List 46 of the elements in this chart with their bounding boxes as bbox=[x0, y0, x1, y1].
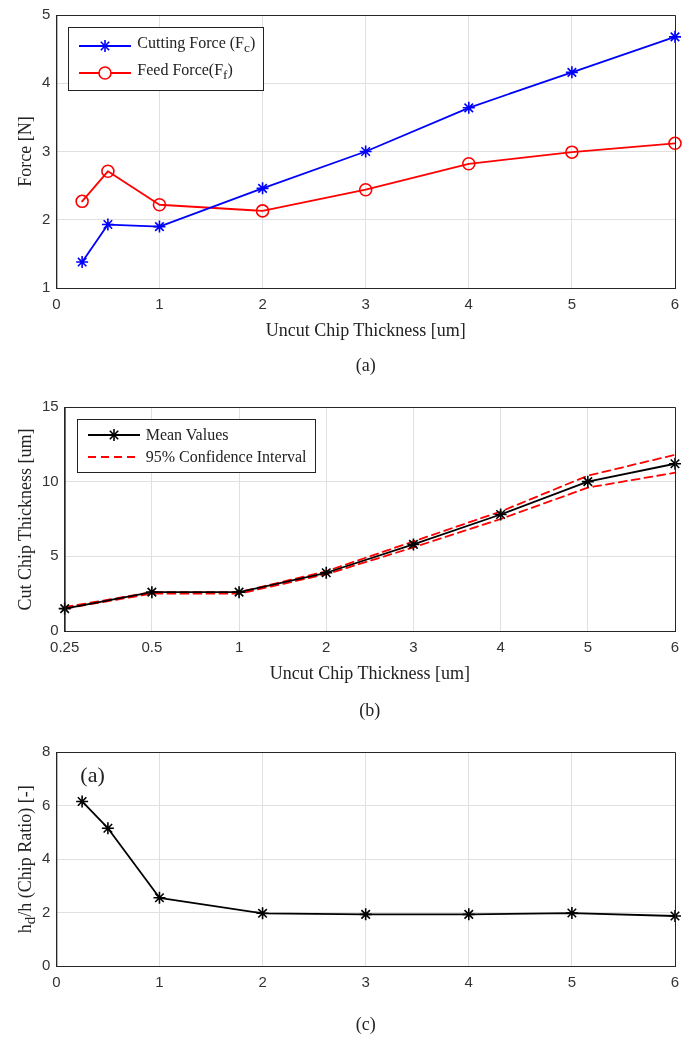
x-tick-label: 1 bbox=[234, 638, 244, 656]
y-tick-label: 4 bbox=[42, 73, 51, 91]
x-tick-label: 6 bbox=[670, 638, 680, 656]
y-tick-label: 10 bbox=[42, 471, 59, 489]
x-tick-label: 1 bbox=[155, 295, 164, 313]
x-tick-label: 6 bbox=[670, 295, 680, 313]
x-tick-label: 2 bbox=[258, 295, 267, 313]
y-tick-label: 5 bbox=[50, 546, 59, 564]
y-axis-title: Force [N] bbox=[14, 116, 36, 187]
y-tick-label: 6 bbox=[42, 795, 51, 813]
y-tick-label: 2 bbox=[42, 209, 51, 227]
text: (a) bbox=[355, 355, 376, 376]
legend-label: Cutting Force (F$_{c}$) bbox=[137, 33, 256, 58]
y-tick-label: 5 bbox=[42, 5, 51, 23]
y-tick-label: 0 bbox=[42, 956, 51, 974]
y-tick-label: 2 bbox=[42, 902, 51, 920]
x-tick-label: 4 bbox=[496, 638, 505, 656]
x-axis-title: Uncut Chip Thickness [um] bbox=[269, 663, 470, 684]
text: (c) bbox=[355, 1014, 376, 1035]
x-tick-label: 1 bbox=[155, 973, 164, 991]
x-tick-label: 5 bbox=[567, 295, 577, 313]
legend-label: Mean Values bbox=[145, 425, 229, 445]
x-tick-label: 0.25 bbox=[50, 638, 80, 656]
annotation: (a) bbox=[80, 762, 105, 788]
x-tick-label: 4 bbox=[464, 973, 473, 991]
y-tick-label: 0 bbox=[50, 621, 59, 639]
y-tick-label: 1 bbox=[42, 278, 51, 296]
y-tick-label: 3 bbox=[42, 141, 51, 159]
x-tick-label: 3 bbox=[361, 295, 370, 313]
x-axis-title: Uncut Chip Thickness [um] bbox=[265, 320, 466, 341]
x-tick-label: 2 bbox=[258, 973, 267, 991]
x-tick-label: 2 bbox=[322, 638, 331, 656]
y-tick-label: 8 bbox=[42, 742, 51, 760]
x-tick-label: 3 bbox=[409, 638, 418, 656]
x-tick-label: 0.5 bbox=[141, 638, 163, 656]
x-tick-label: 5 bbox=[567, 973, 577, 991]
legend-label: Feed Force(F$_{f}$) bbox=[137, 60, 233, 85]
x-tick-label: 4 bbox=[464, 295, 473, 313]
y-axis-title: Cut Chip Thickness [um] bbox=[14, 427, 36, 611]
text: (b) bbox=[359, 700, 381, 721]
y-tick-label: 4 bbox=[42, 849, 51, 867]
y-tick-label: 15 bbox=[42, 397, 59, 415]
legend-label: 95% Confidence Interval bbox=[145, 447, 307, 467]
x-tick-label: 6 bbox=[670, 973, 680, 991]
x-tick-label: 5 bbox=[583, 638, 592, 656]
x-tick-label: 3 bbox=[361, 973, 370, 991]
